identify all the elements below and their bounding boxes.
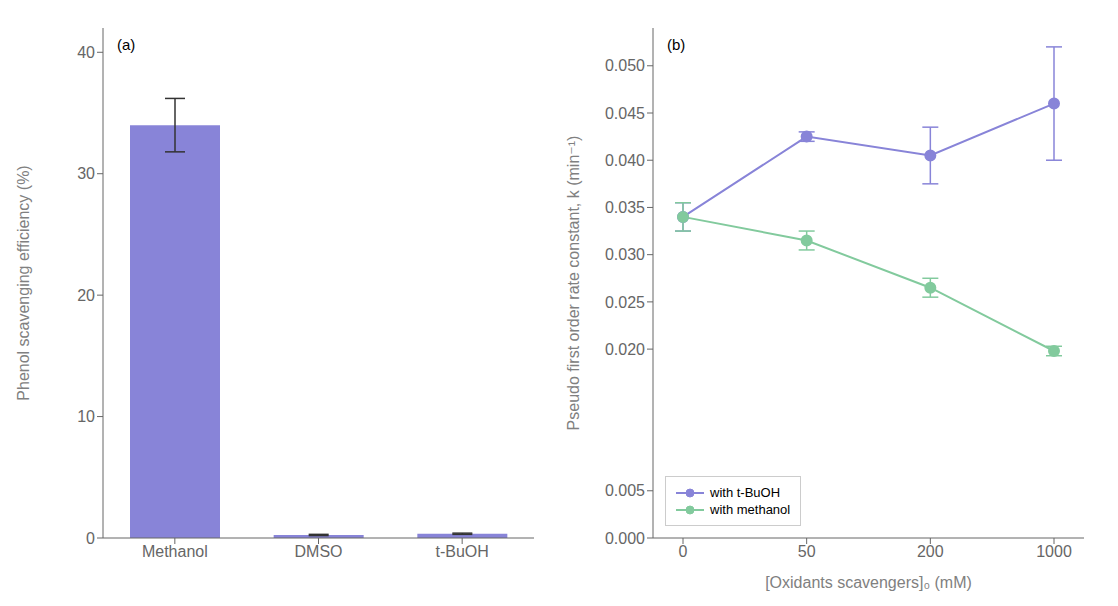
svg-text:0.030: 0.030 <box>605 246 645 263</box>
svg-text:10: 10 <box>77 408 95 425</box>
svg-text:20: 20 <box>77 287 95 304</box>
svg-text:0.005: 0.005 <box>605 482 645 499</box>
html-text:(a): (a) <box>117 36 136 53</box>
svg-text:0.025: 0.025 <box>605 294 645 311</box>
svg-text:0: 0 <box>86 530 95 547</box>
svg-text:30: 30 <box>77 165 95 182</box>
html-text:(b): (b) <box>667 36 686 53</box>
svg-text:0: 0 <box>679 543 688 560</box>
svg-text:1000: 1000 <box>1036 543 1072 560</box>
svg-text:0.020: 0.020 <box>605 341 645 358</box>
svg-text:[Oxidants scavengers]₀ (mM): [Oxidants scavengers]₀ (mM) <box>765 574 972 591</box>
html-text:with t-BuOH: with t-BuOH <box>710 485 781 500</box>
svg-text:40: 40 <box>77 44 95 61</box>
svg-text:DMSO: DMSO <box>295 543 343 560</box>
svg-text:Pseudo first order rate consta: Pseudo first order rate constant, k (min… <box>565 136 582 431</box>
html-text:with methanol: with methanol <box>710 502 791 517</box>
svg-text:0.040: 0.040 <box>605 152 645 169</box>
svg-text:Methanol: Methanol <box>142 543 208 560</box>
svg-text:0.045: 0.045 <box>605 105 645 122</box>
svg-text:0.000: 0.000 <box>605 530 645 547</box>
svg-text:200: 200 <box>917 543 944 560</box>
svg-text:50: 50 <box>798 543 816 560</box>
svg-text:Phenol scavenging efficiency (: Phenol scavenging efficiency (%) <box>15 165 32 400</box>
svg-text:t-BuOH: t-BuOH <box>435 543 488 560</box>
svg-text:0.035: 0.035 <box>605 199 645 216</box>
svg-text:0.050: 0.050 <box>605 57 645 74</box>
